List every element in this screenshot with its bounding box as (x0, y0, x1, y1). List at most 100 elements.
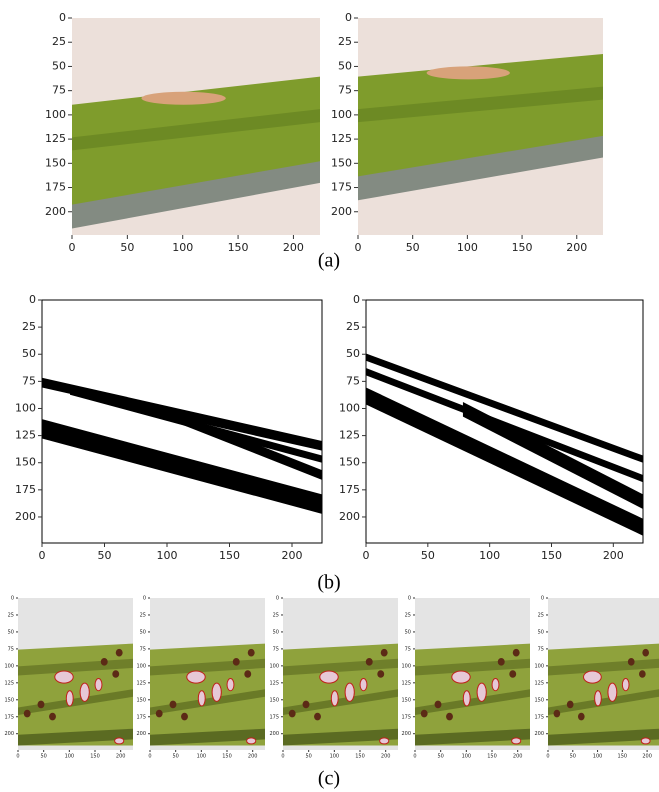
y-tick-label: 0 (29, 293, 36, 306)
y-tick-label: 150 (4, 697, 14, 703)
stripe (150, 728, 265, 746)
x-tick-label: 50 (305, 754, 311, 760)
x-tick-label: 50 (98, 549, 112, 562)
x-tick-label: 200 (566, 241, 587, 254)
lesion-mark (114, 737, 125, 745)
spot (112, 670, 120, 678)
x-tick-label: 100 (157, 549, 178, 562)
y-tick-label: 125 (534, 680, 544, 686)
lesion (141, 91, 226, 105)
spot (639, 670, 646, 678)
y-tick-label: 50 (338, 59, 352, 72)
spot (627, 658, 635, 666)
stripe (548, 689, 659, 716)
stripe (42, 419, 322, 514)
y-tick-label: 75 (22, 374, 36, 387)
lesion-mark (330, 690, 339, 707)
y-tick-label: 100 (331, 108, 352, 121)
y-tick-label: 175 (45, 181, 66, 194)
y-tick-label: 0 (59, 11, 66, 24)
y-tick-label: 25 (538, 612, 544, 618)
y-tick-label: 175 (534, 714, 544, 720)
x-tick-label: 200 (283, 241, 304, 254)
spot (434, 700, 442, 709)
stripe (462, 402, 643, 509)
x-tick-label: 50 (437, 754, 443, 760)
lesion-mark (594, 690, 602, 707)
y-tick-label: 200 (339, 510, 360, 523)
x-tick-label: 200 (642, 754, 652, 760)
y-tick-label: 25 (52, 35, 66, 48)
x-tick-label: 150 (90, 754, 100, 760)
stripe (168, 409, 322, 480)
spot (509, 670, 517, 678)
y-tick-label: 150 (15, 456, 36, 469)
lesion-mark (621, 678, 630, 692)
y-tick-label: 25 (22, 320, 36, 333)
y-tick-label: 25 (346, 320, 360, 333)
x-tick-label: 100 (330, 754, 340, 760)
y-tick-label: 50 (346, 347, 360, 360)
spot (49, 712, 56, 721)
lesion-mark (319, 670, 339, 684)
y-tick-label: 75 (346, 374, 360, 387)
y-tick-label: 150 (45, 156, 66, 169)
x-tick-label: 100 (172, 241, 193, 254)
spot (566, 700, 574, 709)
lesion-mark (197, 690, 206, 707)
y-tick-label: 50 (22, 347, 36, 360)
y-tick-label: 0 (11, 596, 14, 602)
stripe (415, 689, 530, 716)
x-tick-label: 0 (413, 754, 416, 760)
x-tick-label: 100 (462, 754, 472, 760)
y-tick-label: 150 (269, 697, 279, 703)
spot (642, 648, 650, 657)
y-tick-label: 25 (140, 612, 146, 618)
stripe (283, 689, 398, 716)
y-tick-label: 100 (15, 401, 36, 414)
x-tick-label: 50 (570, 754, 576, 760)
y-tick-label: 25 (338, 35, 352, 48)
lesion-mark (344, 682, 355, 702)
y-tick-label: 150 (136, 697, 146, 703)
spot (181, 712, 188, 721)
lesion-mark (462, 690, 471, 707)
stripe (18, 689, 133, 716)
x-tick-label: 100 (593, 754, 603, 760)
shadow (72, 161, 320, 229)
x-tick-label: 0 (281, 754, 284, 760)
x-tick-label: 0 (39, 549, 46, 562)
y-tick-label: 25 (273, 612, 279, 618)
x-tick-label: 0 (546, 754, 549, 760)
stripe (18, 728, 133, 746)
y-tick-label: 100 (534, 663, 544, 669)
y-tick-label: 75 (8, 646, 14, 652)
spot (314, 712, 321, 721)
x-tick-label: 150 (222, 754, 232, 760)
lesion-mark (511, 737, 522, 745)
stripe (358, 86, 603, 123)
spot (232, 658, 240, 666)
spot (37, 700, 45, 709)
y-tick-label: 50 (8, 629, 14, 635)
y-tick-label: 175 (339, 483, 360, 496)
y-tick-label: 25 (405, 612, 411, 618)
y-tick-label: 0 (541, 596, 544, 602)
y-tick-label: 25 (8, 612, 14, 618)
lesion-mark (607, 682, 618, 702)
lesion-mark (491, 678, 500, 692)
y-tick-label: 50 (538, 629, 544, 635)
y-tick-label: 125 (45, 132, 66, 145)
x-tick-label: 200 (603, 549, 624, 562)
lesion-mark (186, 670, 206, 684)
x-tick-label: 100 (479, 549, 500, 562)
stripe (42, 377, 322, 451)
lesion-mark (451, 670, 471, 684)
x-tick-label: 200 (248, 754, 258, 760)
lesion-mark (94, 678, 103, 692)
y-tick-label: 175 (401, 714, 411, 720)
y-tick-label: 50 (140, 629, 146, 635)
lesion-mark (359, 678, 368, 692)
caption: (a) (318, 250, 340, 272)
x-tick-label: 50 (421, 549, 435, 562)
